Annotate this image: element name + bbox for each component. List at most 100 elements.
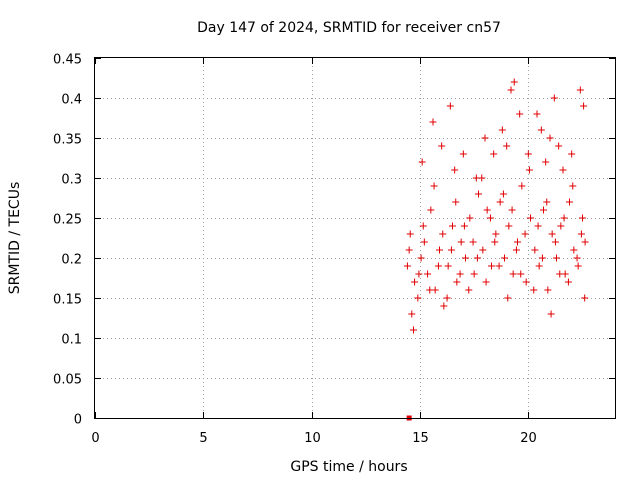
data-point bbox=[534, 222, 542, 230]
chart-title: Day 147 of 2024, SRMTID for receiver cn5… bbox=[197, 20, 501, 36]
data-point bbox=[446, 102, 454, 110]
data-point bbox=[405, 246, 413, 254]
data-point bbox=[417, 254, 425, 262]
data-point bbox=[488, 262, 495, 270]
data-point bbox=[456, 270, 464, 278]
data-point bbox=[568, 150, 576, 158]
data-point bbox=[543, 198, 551, 206]
x-tick-label: 0 bbox=[91, 431, 99, 446]
data-point bbox=[576, 86, 584, 94]
data-point bbox=[459, 150, 467, 158]
data-point bbox=[457, 238, 465, 246]
data-marks bbox=[403, 78, 589, 421]
data-point bbox=[517, 270, 525, 278]
data-point bbox=[507, 86, 515, 94]
data-point bbox=[414, 294, 422, 302]
y-tick-label: 0.45 bbox=[53, 53, 82, 68]
data-point bbox=[475, 190, 482, 198]
axis-ticks: 0 0.05 0.1 0.15 0.2 0.25 0.3 0.35 0.4 0.45 0 5 10 15 2… bbox=[53, 53, 615, 446]
data-point bbox=[508, 206, 516, 214]
data-point bbox=[430, 182, 438, 190]
data-point bbox=[452, 198, 460, 206]
data-point bbox=[473, 254, 481, 262]
data-point bbox=[470, 270, 478, 278]
data-point bbox=[460, 222, 468, 230]
data-point bbox=[440, 302, 448, 310]
data-point bbox=[577, 230, 585, 238]
data-point bbox=[439, 230, 447, 238]
data-point bbox=[569, 182, 577, 190]
data-point bbox=[438, 142, 446, 150]
data-point bbox=[530, 286, 538, 294]
y-axis-label: SRMTID / TECUs bbox=[7, 182, 23, 295]
data-point bbox=[469, 238, 477, 246]
data-point bbox=[499, 190, 507, 198]
data-point bbox=[550, 94, 558, 102]
x-tick-label: 10 bbox=[304, 431, 321, 446]
data-point bbox=[579, 214, 586, 222]
data-point bbox=[580, 102, 588, 110]
data-point bbox=[547, 310, 555, 318]
data-point bbox=[560, 214, 568, 222]
data-point bbox=[498, 126, 506, 134]
data-point bbox=[453, 278, 461, 286]
data-point bbox=[486, 214, 494, 222]
data-point bbox=[501, 254, 508, 262]
data-point bbox=[443, 294, 451, 302]
data-point bbox=[449, 222, 456, 230]
y-tick-label: 0.35 bbox=[53, 133, 82, 148]
data-point bbox=[537, 126, 545, 134]
data-point bbox=[516, 110, 524, 118]
data-point bbox=[472, 174, 480, 182]
data-point bbox=[542, 158, 550, 166]
data-point bbox=[512, 246, 520, 254]
data-point bbox=[495, 262, 503, 270]
y-tick-label: 0.3 bbox=[61, 173, 82, 188]
data-point bbox=[483, 206, 491, 214]
data-point bbox=[525, 166, 533, 174]
y-tick-label: 0.05 bbox=[53, 373, 82, 388]
data-point bbox=[415, 270, 423, 278]
data-point bbox=[466, 214, 474, 222]
data-point bbox=[559, 166, 567, 174]
data-point bbox=[406, 230, 414, 238]
y-tick-label: 0.2 bbox=[61, 253, 82, 268]
x-axis-label: GPS time / hours bbox=[290, 459, 407, 475]
data-point bbox=[581, 294, 589, 302]
data-point bbox=[496, 198, 504, 206]
data-point bbox=[505, 222, 513, 230]
data-point bbox=[465, 286, 473, 294]
data-point bbox=[574, 262, 582, 270]
data-point bbox=[426, 286, 434, 294]
data-point bbox=[557, 222, 565, 230]
data-point bbox=[462, 254, 469, 262]
data-point bbox=[451, 166, 459, 174]
data-point bbox=[538, 254, 546, 262]
data-point bbox=[403, 262, 411, 270]
data-point bbox=[540, 206, 547, 214]
data-point bbox=[581, 238, 589, 246]
data-point bbox=[514, 238, 521, 246]
data-point bbox=[535, 262, 543, 270]
data-point bbox=[522, 278, 530, 286]
data-point bbox=[503, 142, 511, 150]
data-point bbox=[555, 142, 563, 150]
data-point bbox=[573, 254, 581, 262]
data-point bbox=[546, 134, 554, 142]
data-point bbox=[427, 206, 435, 214]
data-point bbox=[434, 262, 442, 270]
data-point bbox=[521, 230, 529, 238]
y-tick-label: 0.25 bbox=[53, 213, 82, 228]
data-point bbox=[444, 262, 452, 270]
data-point bbox=[491, 238, 499, 246]
data-point bbox=[510, 78, 518, 86]
data-point bbox=[531, 246, 539, 254]
data-point bbox=[564, 278, 572, 286]
y-tick-label: 0.4 bbox=[61, 93, 82, 108]
data-point bbox=[553, 254, 560, 262]
data-point bbox=[492, 230, 500, 238]
data-point bbox=[479, 246, 487, 254]
data-point bbox=[490, 150, 498, 158]
data-point bbox=[544, 286, 552, 294]
